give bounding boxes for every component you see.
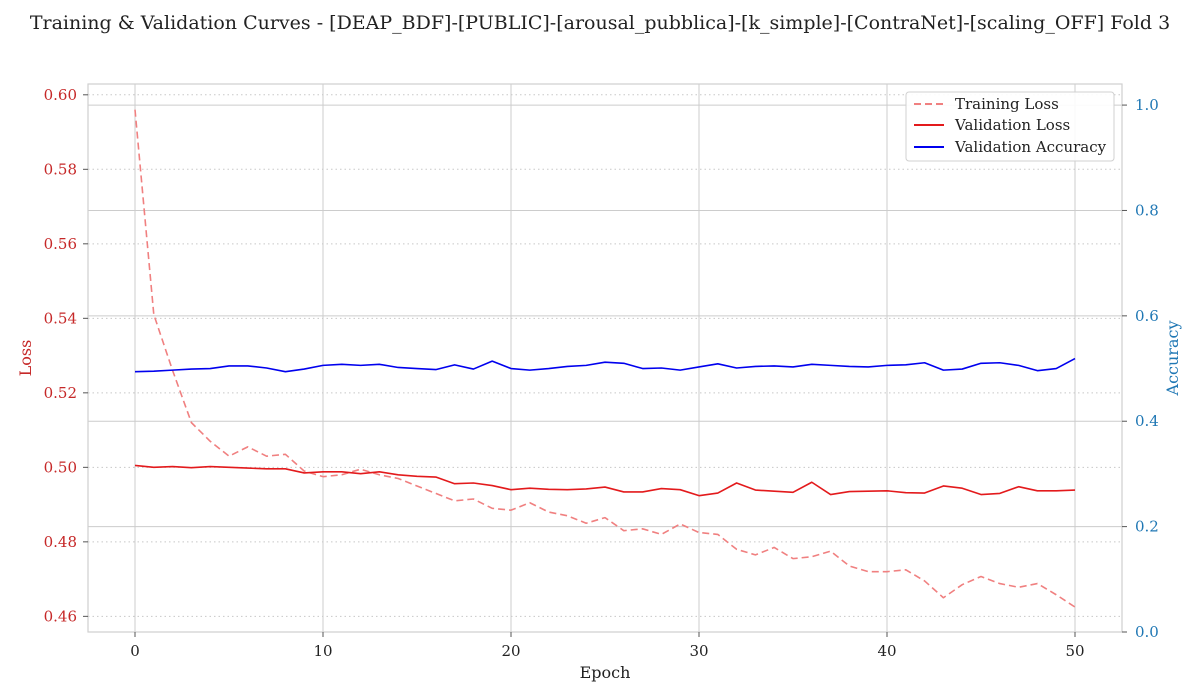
series-line-validation-loss — [134, 464, 1076, 497]
right-y-axis-label: Accuracy — [1163, 321, 1182, 397]
left-axis-gridlines — [88, 94, 1122, 617]
plot-series — [134, 109, 1076, 608]
legend-label-validation-accuracy: Validation Accuracy — [954, 138, 1107, 156]
right-y-tick-label-5: 1.0 — [1135, 96, 1159, 114]
chart-title: Training & Validation Curves - [DEAP_BDF… — [30, 12, 1170, 34]
left-y-tick-label-3: 0.52 — [44, 384, 77, 402]
x-tick-label-0: 0 — [130, 642, 140, 660]
left-y-tick-label-7: 0.60 — [44, 86, 77, 104]
right-axis-gridlines — [88, 104, 1122, 633]
left-y-tick-label-1: 0.48 — [44, 533, 77, 551]
left-y-tick-label-0: 0.46 — [44, 607, 77, 625]
legend-box — [905, 91, 1115, 162]
left-y-axis-ticks: 0.46 0.48 0.50 0.52 0.54 0.56 0.58 0.60 — [44, 86, 88, 625]
right-y-tick-label-1: 0.2 — [1135, 518, 1159, 536]
right-y-axis-ticks: 0.0 0.2 0.4 0.6 0.8 1.0 — [1122, 96, 1159, 641]
left-y-axis-label: Loss — [16, 340, 35, 377]
x-axis-label: Epoch — [580, 663, 631, 682]
x-tick-label-5: 50 — [1065, 642, 1084, 660]
x-tick-label-3: 30 — [689, 642, 708, 660]
x-axis-gridlines — [134, 84, 1076, 632]
x-tick-label-1: 10 — [313, 642, 332, 660]
legend-label-training-loss: Training Loss — [955, 95, 1059, 113]
right-y-tick-label-0: 0.0 — [1135, 623, 1159, 641]
legend-label-validation-loss: Validation Loss — [954, 116, 1070, 134]
series-line-training-loss — [134, 109, 1076, 608]
left-y-tick-label-6: 0.58 — [44, 160, 77, 178]
left-y-tick-label-4: 0.54 — [44, 309, 77, 327]
left-y-tick-label-5: 0.56 — [44, 235, 77, 253]
x-tick-label-4: 40 — [877, 642, 896, 660]
chart-legend: Training Loss Validation Loss Validation… — [905, 91, 1115, 162]
left-y-tick-label-2: 0.50 — [44, 458, 77, 476]
right-y-tick-label-3: 0.6 — [1135, 307, 1159, 325]
series-line-validation-accuracy — [134, 357, 1076, 373]
right-y-tick-label-4: 0.8 — [1135, 201, 1159, 219]
right-y-tick-label-2: 0.4 — [1135, 412, 1159, 430]
x-axis-ticks: 0 10 20 30 40 50 — [130, 632, 1085, 660]
plot-frame — [87, 83, 1123, 633]
x-tick-label-2: 20 — [501, 642, 520, 660]
